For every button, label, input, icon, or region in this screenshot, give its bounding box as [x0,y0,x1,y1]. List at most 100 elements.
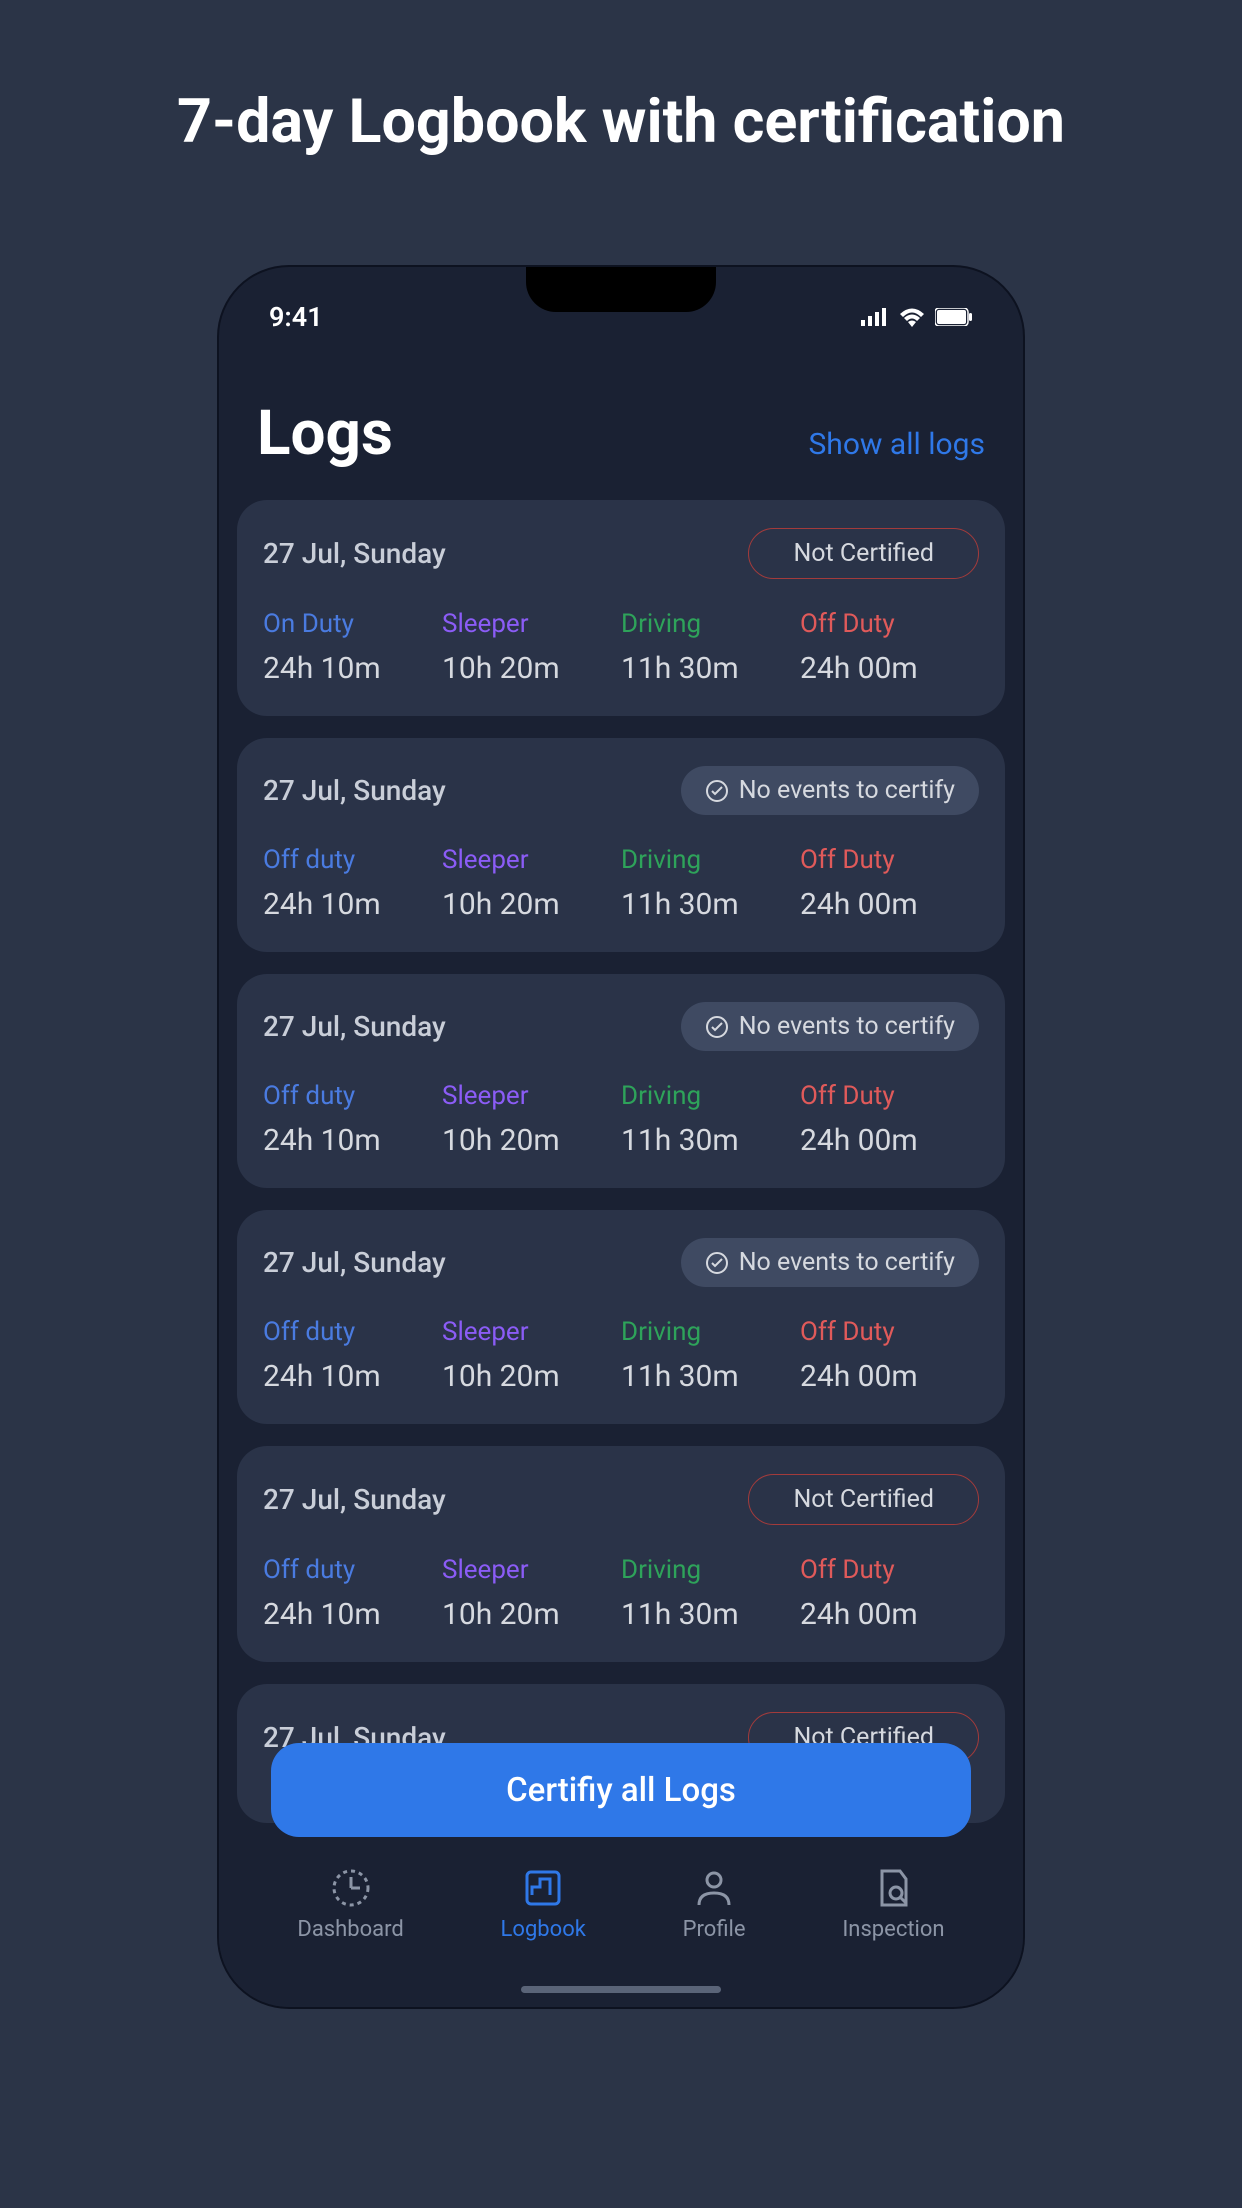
stat-label: Driving [621,1555,800,1585]
badge-text: No events to certify [739,1012,955,1041]
stat-label: Driving [621,1081,800,1111]
stat-value: 24h 00m [800,651,979,686]
stat-item: Sleeper 10h 20m [442,609,621,686]
tab-label: Inspection [842,1917,944,1942]
checkmark-circle-icon [705,1015,729,1039]
stat-label: Off duty [263,1317,442,1347]
badge-text: No events to certify [739,776,955,805]
stat-value: 10h 20m [442,1359,621,1394]
log-card-date: 27 Jul, Sunday [263,1246,446,1279]
stat-value: 24h 00m [800,1597,979,1632]
promo-title: 7-day Logbook with certification [177,85,1065,157]
dashboard-icon [330,1867,372,1909]
log-card-stats: Off duty 24h 10mSleeper10h 20mDriving11h … [263,1081,979,1158]
log-card-stats: Off duty24h 10mSleeper 10h 20mDriving11h … [263,1555,979,1632]
stat-value: 10h 20m [442,651,621,686]
stat-item: Driving11h 30m [621,845,800,922]
stat-item: Off Duty 24h 00m [800,1081,979,1158]
page-title: Logs [257,397,393,470]
battery-icon [935,308,973,326]
signal-icon [861,308,889,326]
stat-item: Driving11h 30m [621,1317,800,1394]
stat-label: Sleeper [442,1317,621,1347]
log-card[interactable]: 27 Jul, Sunday No events to certify Off du… [237,974,1005,1188]
status-time: 9:41 [269,301,323,333]
status-icons [861,307,973,327]
stat-label: Sleeper [442,845,621,875]
stat-value: 24h 00m [800,1123,979,1158]
tab-label: Logbook [501,1917,586,1942]
stat-label: Off duty [263,845,442,875]
log-card[interactable]: 27 Jul, SundayNot Certified Off duty24h 1… [237,1446,1005,1662]
stat-value: 10h 20m [442,887,621,922]
log-card[interactable]: 27 Jul, Sunday No events to certify Off du… [237,1210,1005,1424]
stat-value: 11h 30m [621,651,800,686]
tab-logbook[interactable]: Logbook [501,1867,586,1942]
stat-label: Off Duty [800,845,979,875]
stat-item: Sleeper 10h 20m [442,845,621,922]
stat-item: Off Duty 24h 00m [800,1555,979,1632]
stat-item: Off Duty24h 00m [800,845,979,922]
inspection-icon [872,1867,914,1909]
log-card[interactable]: 27 Jul, Sunday Not Certified On Duty 24h 10… [237,500,1005,716]
stat-value: 24h 10m [263,1123,442,1158]
log-card-date: 27 Jul, Sunday [263,774,446,807]
stat-value: 24h 10m [263,887,442,922]
stat-value: 24h 00m [800,1359,979,1394]
stat-value: 10h 20m [442,1123,621,1158]
log-card-header: 27 Jul, Sunday No events to certify [263,766,979,815]
certify-all-button[interactable]: Certifiy all Logs [271,1743,971,1837]
stat-value: 11h 30m [621,887,800,922]
log-card-header: 27 Jul, SundayNot Certified [263,1474,979,1525]
no-events-badge: No events to certify [681,766,979,815]
no-events-badge: No events to certify [681,1002,979,1051]
stat-label: Off Duty [800,1555,979,1585]
log-card-date: 27 Jul, Sunday [263,1010,446,1043]
stat-value: 24h 10m [263,1597,442,1632]
not-certified-badge: Not Certified [748,1474,979,1525]
stat-label: Off duty [263,1081,442,1111]
stat-item: Driving11h 30m [621,1081,800,1158]
log-card-header: 27 Jul, Sunday No events to certify [263,1238,979,1287]
log-card[interactable]: 27 Jul, Sunday No events to certify Off du… [237,738,1005,952]
stat-item: Off Duty 24h 00m [800,1317,979,1394]
log-card-date: 27 Jul, Sunday [263,537,446,570]
stat-item: Off Duty 24h 00m [800,609,979,686]
home-indicator [521,1986,721,1993]
stat-label: Sleeper [442,609,621,639]
stat-item: Sleeper10h 20m [442,1081,621,1158]
stat-value: 10h 20m [442,1597,621,1632]
stat-item: Driving11h 30m [621,1555,800,1632]
tab-label: Dashboard [297,1917,403,1942]
stat-value: 24h 10m [263,1359,442,1394]
log-card-stats: Off duty 24h 10mSleeper 10h 20mDriving11h … [263,1317,979,1394]
stat-item: On Duty 24h 10m [263,609,442,686]
stat-item: Off duty 24h 10m [263,1081,442,1158]
stat-item: Off duty 24h 10m [263,1317,442,1394]
stat-label: Off Duty [800,1081,979,1111]
tab-dashboard[interactable]: Dashboard [297,1867,403,1942]
show-all-logs-link[interactable]: Show all logs [808,427,985,470]
stat-label: Driving [621,609,800,639]
stat-value: 24h 10m [263,651,442,686]
stat-item: Off duty24h 10m [263,1555,442,1632]
tab-label: Profile [683,1917,746,1942]
checkmark-circle-icon [705,1251,729,1275]
log-card-stats: On Duty 24h 10mSleeper 10h 20mDriving 11h 3… [263,609,979,686]
stat-label: Sleeper [442,1555,621,1585]
stat-item: Sleeper 10h 20m [442,1317,621,1394]
stat-label: Off Duty [800,1317,979,1347]
stat-label: On Duty [263,609,442,639]
stat-value: 11h 30m [621,1359,800,1394]
log-card-header: 27 Jul, Sunday No events to certify [263,1002,979,1051]
logbook-icon [522,1867,564,1909]
stat-label: Off Duty [800,609,979,639]
no-events-badge: No events to certify [681,1238,979,1287]
log-cards-container: 27 Jul, SundayNot CertifiedOn Duty24h 10… [219,500,1023,1823]
tab-inspection[interactable]: Inspection [842,1867,944,1942]
stat-item: Off duty 24h 10m [263,845,442,922]
not-certified-badge: Not Certified [748,528,979,579]
tab-profile[interactable]: Profile [683,1867,746,1942]
page-header: Logs Show all logs [219,342,1023,500]
phone-frame: 9:41 Logs Show all logs 27 Jul, SundayNo… [219,267,1023,2007]
